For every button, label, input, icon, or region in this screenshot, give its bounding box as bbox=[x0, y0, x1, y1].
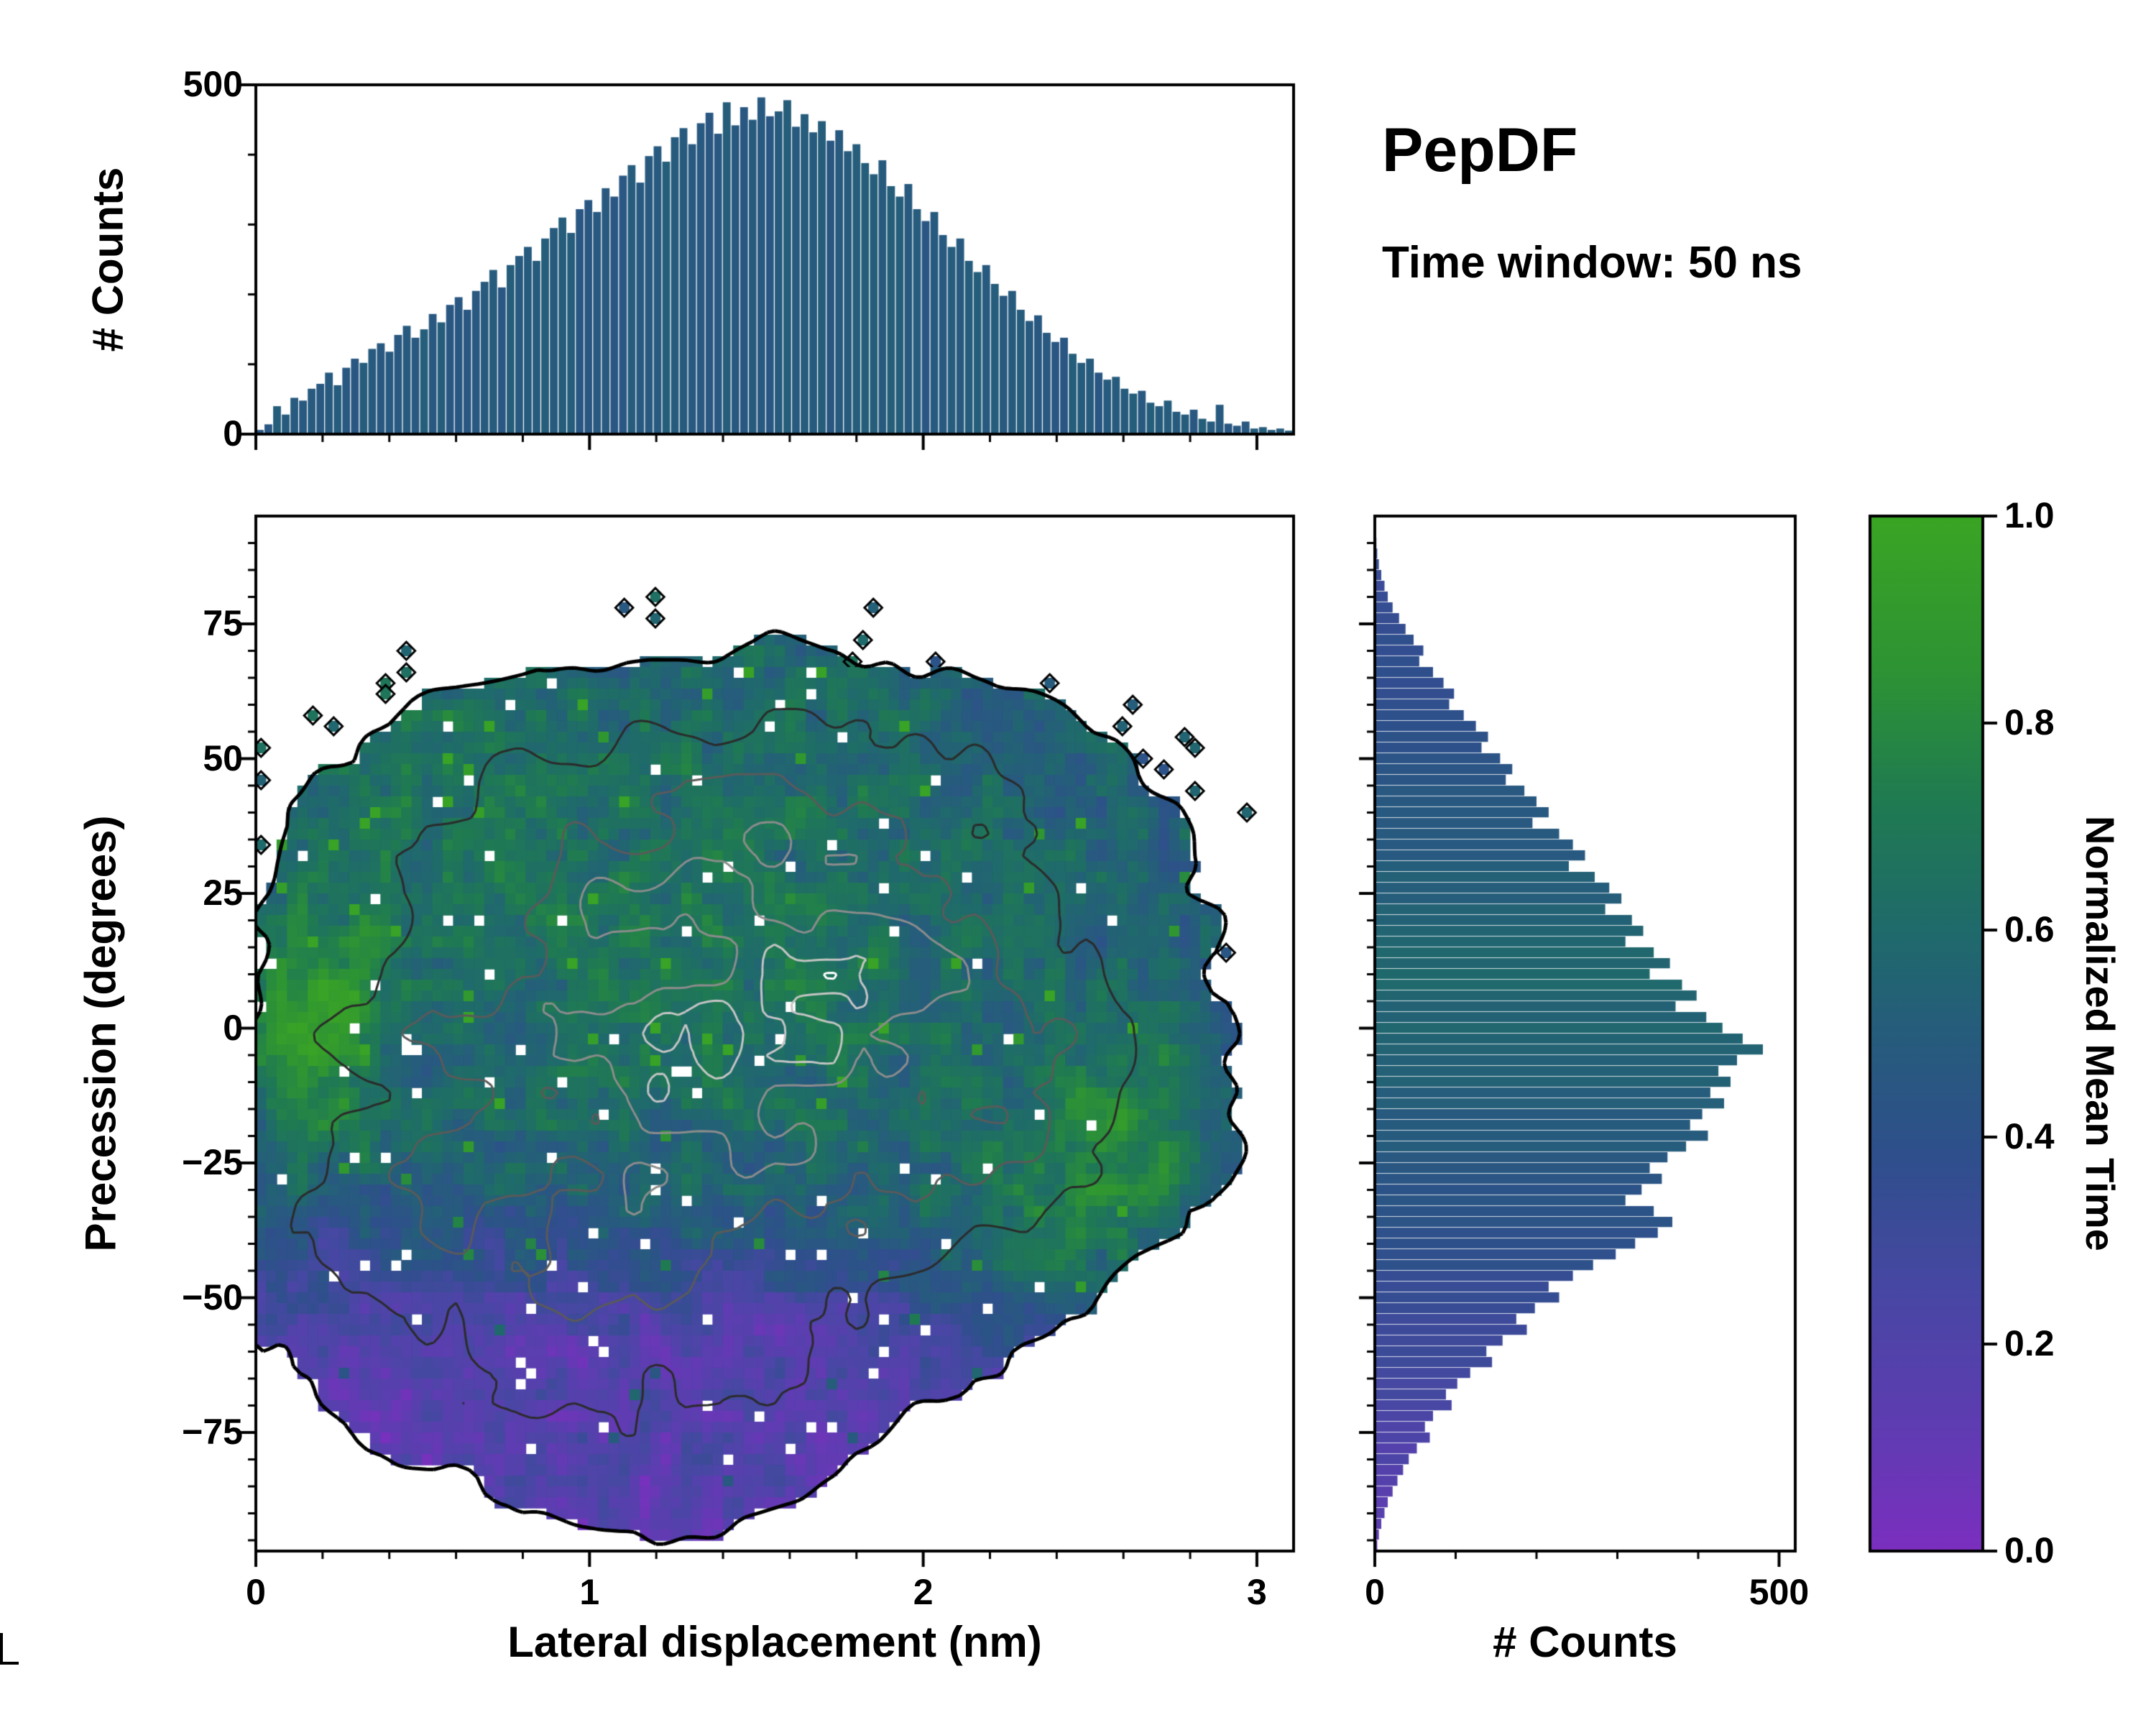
stray-axis-fragment bbox=[0, 1662, 19, 1665]
figure-subtitle: Time window: 50 ns bbox=[1382, 238, 1802, 288]
stray-axis-fragment bbox=[0, 1633, 3, 1665]
tick-label: 25 bbox=[203, 873, 243, 913]
tick-label: 3 bbox=[1247, 1572, 1267, 1612]
tick-label: 0 bbox=[223, 413, 243, 454]
tick-label: 2 bbox=[913, 1572, 934, 1612]
tick-label: 500 bbox=[1749, 1572, 1810, 1612]
tick-label: 1.0 bbox=[2004, 495, 2055, 535]
tick-label: 0.6 bbox=[2004, 909, 2055, 949]
tick-label: −25 bbox=[182, 1142, 243, 1182]
tick-label: 0.4 bbox=[2004, 1116, 2055, 1156]
colorbar-label: Normalized Mean Time bbox=[2078, 816, 2123, 1251]
tick-label: −50 bbox=[182, 1276, 243, 1317]
right-histogram-canvas bbox=[1350, 492, 1820, 1576]
top-hist-y-axis-label: # Counts bbox=[83, 167, 132, 352]
tick-label: 0.2 bbox=[2004, 1323, 2055, 1363]
tick-label: 0.8 bbox=[2004, 702, 2055, 742]
top-histogram-canvas bbox=[231, 60, 1318, 459]
colorbar-canvas bbox=[1846, 492, 2007, 1576]
tick-label: 500 bbox=[183, 64, 243, 104]
joint-heatmap-canvas bbox=[231, 492, 1318, 1576]
tick-label: 0 bbox=[246, 1572, 266, 1612]
tick-label: 75 bbox=[203, 603, 243, 643]
right-hist-x-axis-label: # Counts bbox=[1493, 1618, 1677, 1666]
figure-title: PepDF bbox=[1382, 116, 1578, 185]
tick-label: 0 bbox=[1365, 1572, 1385, 1612]
main-x-axis-label: Lateral displacement (nm) bbox=[507, 1618, 1042, 1666]
tick-label: 0 bbox=[223, 1007, 243, 1048]
tick-label: 1 bbox=[579, 1572, 600, 1612]
colorbar-label-wrap: Normalized Mean Time bbox=[2077, 516, 2124, 1551]
tick-label: 0.0 bbox=[2004, 1530, 2055, 1570]
tick-label: −75 bbox=[182, 1412, 243, 1452]
tick-label: 50 bbox=[203, 737, 243, 778]
